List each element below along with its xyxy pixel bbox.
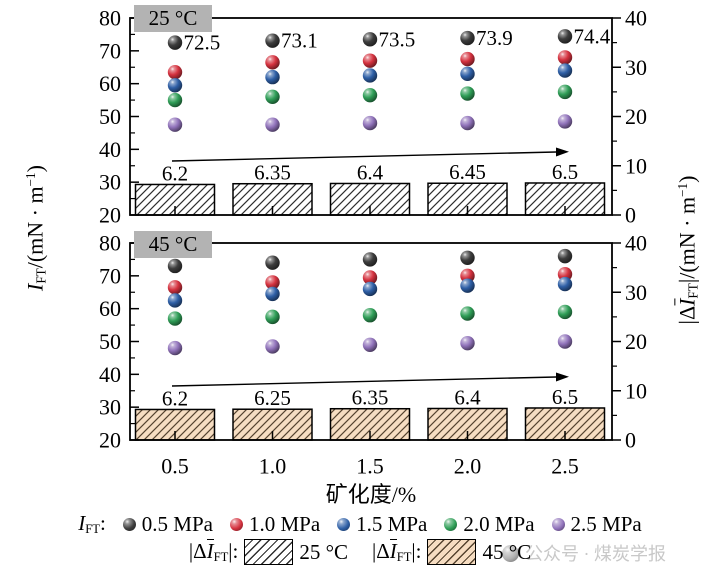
svg-text:60: 60 (99, 296, 121, 321)
svg-text:70: 70 (99, 38, 121, 63)
watermark: 公众号 · 煤炭学报 (502, 540, 666, 566)
legend-item-10mpa: 1.0 MPa (229, 512, 320, 537)
svg-text:73.1: 73.1 (281, 29, 318, 53)
svg-text:40: 40 (625, 231, 647, 256)
legend-item-bars-45c: |ΔIFT|: 45 °C (372, 539, 532, 566)
svg-text:30: 30 (625, 280, 647, 305)
svg-text:30: 30 (625, 55, 647, 80)
svg-text:80: 80 (99, 6, 121, 31)
legend-series-row: IFT: 0.5 MPa 1.0 MPa 1.5 MPa 2.0 MPa 2.5… (0, 511, 720, 537)
svg-text:1.0: 1.0 (259, 454, 287, 479)
svg-text:6.35: 6.35 (352, 386, 389, 410)
legend-item-15mpa: 1.5 MPa (337, 512, 427, 537)
svg-text:20: 20 (625, 329, 647, 354)
svg-text:1.5: 1.5 (356, 454, 384, 479)
right-axis-title: |ΔIFT|/(mN · m−1) (674, 175, 701, 325)
svg-text:20: 20 (99, 203, 121, 228)
svg-text:30: 30 (99, 170, 121, 195)
svg-text:6.4: 6.4 (454, 385, 481, 409)
svg-text:70: 70 (99, 263, 121, 288)
svg-text:6.2: 6.2 (162, 161, 188, 185)
svg-text:2.0: 2.0 (454, 454, 482, 479)
panel-label-25c: 25 °C (134, 5, 212, 32)
svg-text:6.35: 6.35 (254, 161, 291, 185)
delta-ift-prefix: |ΔIFT|: (372, 539, 422, 565)
legend-item-20mpa: 2.0 MPa (444, 512, 535, 537)
svg-text:30: 30 (99, 395, 121, 420)
x-axis-title: 矿化度/% (325, 482, 417, 507)
svg-text:60: 60 (99, 71, 121, 96)
svg-text:50: 50 (99, 104, 121, 129)
svg-text:40: 40 (99, 362, 121, 387)
svg-text:40: 40 (99, 137, 121, 162)
svg-text:6.5: 6.5 (552, 385, 578, 409)
series-marker-icon (444, 517, 458, 531)
svg-text:6.2: 6.2 (162, 386, 188, 410)
svg-text:20: 20 (625, 104, 647, 129)
svg-text:0: 0 (625, 428, 636, 453)
svg-text:2.5: 2.5 (551, 454, 579, 479)
svg-text:6.5: 6.5 (552, 160, 578, 184)
svg-text:0: 0 (625, 203, 636, 228)
svg-text:6.25: 6.25 (254, 386, 291, 410)
svg-text:73.9: 73.9 (476, 26, 513, 50)
series-marker-icon (337, 517, 351, 531)
legend-ift-prefix: IFT: (78, 511, 106, 537)
svg-text:10: 10 (625, 378, 647, 403)
hatch-swatch-25c-icon (244, 539, 294, 566)
svg-text:6.4: 6.4 (357, 160, 384, 184)
hatch-swatch-45c-icon (427, 539, 477, 566)
svg-text:73.5: 73.5 (379, 27, 416, 51)
svg-text:10: 10 (625, 153, 647, 178)
svg-text:50: 50 (99, 329, 121, 354)
svg-text:40: 40 (625, 6, 647, 31)
series-marker-icon (122, 517, 136, 531)
svg-text:20: 20 (99, 428, 121, 453)
series-marker-icon (229, 517, 243, 531)
left-axis-title: IFT/(mN · m−1) (22, 165, 49, 291)
svg-text:0.5: 0.5 (161, 454, 189, 479)
legend-bars-row: |ΔIFT|: 25 °C |ΔIFT|: 45 °C (0, 539, 720, 566)
watermark-text: 公众号 · 煤炭学报 (525, 544, 666, 564)
svg-text:74.4: 74.4 (574, 24, 611, 48)
delta-ift-prefix: |ΔIFT|: (188, 539, 239, 565)
legend-item-25mpa: 2.5 MPa (551, 512, 642, 537)
panel-label-45c: 45 °C (134, 231, 212, 258)
svg-text:80: 80 (99, 231, 121, 256)
legend-item-05mpa: 0.5 MPa (122, 512, 213, 537)
svg-text:6.45: 6.45 (449, 160, 486, 184)
series-marker-icon (551, 517, 565, 531)
watermark-ball-icon (502, 544, 519, 562)
legend-item-bars-25c: |ΔIFT|: 25 °C (188, 539, 348, 566)
svg-text:72.5: 72.5 (184, 31, 221, 55)
